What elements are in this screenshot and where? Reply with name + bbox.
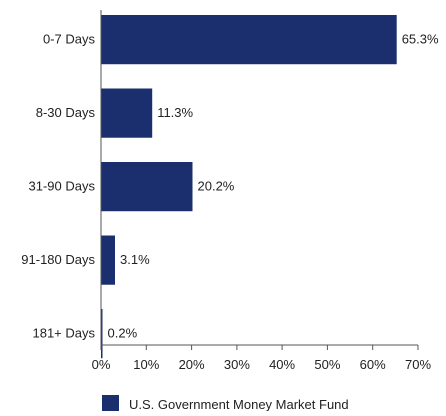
category-label-2: 31-90 Days — [29, 179, 96, 194]
value-label-2: 20.2% — [198, 179, 235, 194]
x-tick-label-6: 60% — [360, 357, 386, 372]
value-label-1: 11.3% — [157, 105, 193, 120]
x-tick-label-0: 0% — [92, 357, 111, 372]
x-tick-label-5: 50% — [314, 357, 340, 372]
x-tick-label-7: 70% — [405, 357, 431, 372]
axes-layer: 0% 10% 20% 30% 40% 50% 60% 70% — [92, 10, 431, 372]
bars-layer — [101, 15, 397, 359]
bar-4 — [101, 309, 103, 359]
value-label-0: 65.3% — [402, 32, 439, 47]
x-tick-label-4: 40% — [269, 357, 295, 372]
x-tick-label-2: 20% — [179, 357, 205, 372]
legend-swatch — [102, 395, 119, 411]
value-label-3: 3.1% — [120, 252, 150, 267]
value-label-4: 0.2% — [108, 326, 138, 341]
legend: U.S. Government Money Market Fund — [102, 395, 349, 412]
category-label-4: 181+ Days — [32, 326, 95, 341]
category-label-3: 91-180 Days — [21, 252, 95, 267]
category-label-0: 0-7 Days — [43, 32, 96, 47]
x-tick-label-3: 30% — [224, 357, 250, 372]
bar-1 — [101, 88, 153, 138]
bar-2 — [101, 162, 193, 212]
bar-3 — [101, 235, 115, 285]
legend-label: U.S. Government Money Market Fund — [129, 397, 349, 411]
x-tick-label-1: 10% — [133, 357, 159, 372]
category-label-1: 8-30 Days — [36, 105, 96, 120]
bar-0 — [101, 15, 397, 65]
labels-layer: 0-7 Days 65.3% 8-30 Days 11.3% 31-90 Days 20.… — [21, 32, 439, 341]
